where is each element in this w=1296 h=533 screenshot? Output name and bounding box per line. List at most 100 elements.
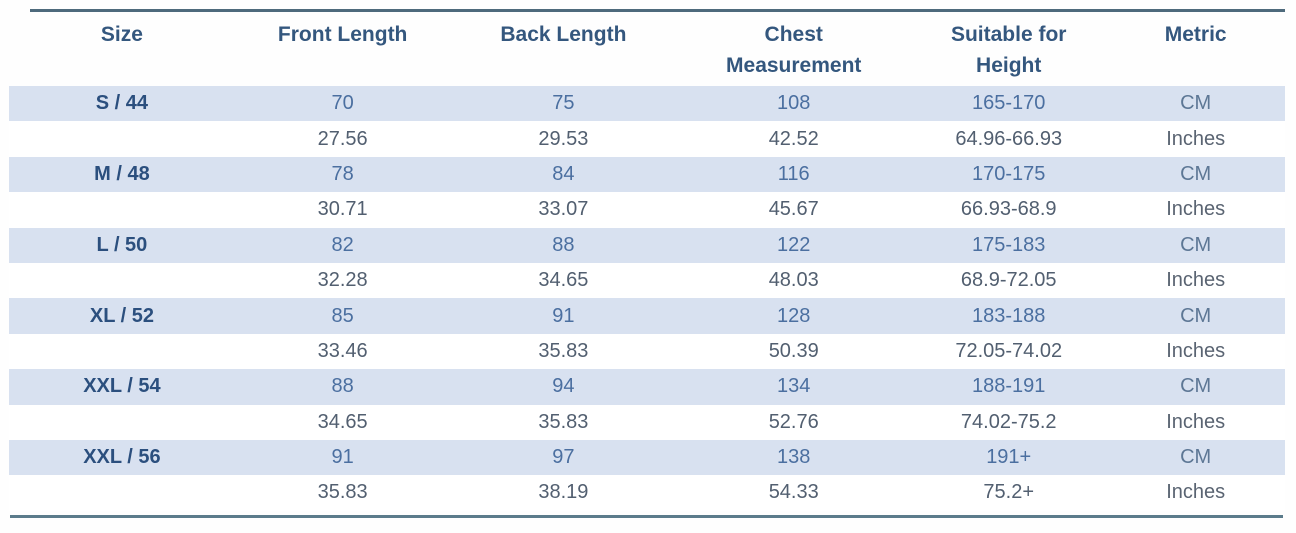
table-row-m48-inches: 30.71 33.07 45.67 66.93-68.9 Inches [9,192,1285,228]
chest-cell: 128 [676,298,912,334]
table-row-xxl54-inches: 34.65 35.83 52.76 74.02-75.2 Inches [9,404,1285,440]
front-length-cell: 35.83 [234,475,451,511]
back-length-cell: 35.83 [450,404,677,440]
column-header-metric: Metric [1106,13,1285,86]
metric-cell: Inches [1106,333,1285,370]
column-header-chest-measurement: Chest Measurement [676,13,911,86]
chest-cell: 134 [676,369,912,405]
table-row-s44-cm: S / 44 70 75 108 165-170 CM [9,86,1285,122]
front-length-cell: 33.46 [234,333,451,370]
table-top-rule [30,9,1285,12]
back-length-cell: 91 [450,298,677,334]
size-cell [9,404,235,440]
back-length-cell: 88 [450,227,677,263]
metric-cell: Inches [1106,121,1285,157]
header-line: Chest [764,23,823,46]
header-line: Measurement [726,54,862,77]
header-line: Back Length [500,23,627,46]
size-chart-table: Size Front Length Back Length Chest Meas… [9,13,1285,511]
height-cell: 170-175 [911,156,1107,193]
column-header-suitable-height: Suitable for Height [911,13,1106,86]
front-length-cell: 82 [234,227,451,263]
table-row-xl52-inches: 33.46 35.83 50.39 72.05-74.02 Inches [9,333,1285,370]
size-cell [9,333,235,370]
back-length-cell: 84 [450,156,677,193]
table-row-xxl56-cm: XXL / 56 91 97 138 191+ CM [9,439,1285,476]
chest-cell: 122 [676,227,912,263]
table-row-l50-cm: L / 50 82 88 122 175-183 CM [9,227,1285,263]
height-cell: 74.02-75.2 [911,404,1107,440]
table-header-row: Size Front Length Back Length Chest Meas… [9,13,1285,86]
height-cell: 66.93-68.9 [911,192,1107,228]
height-cell: 175-183 [911,227,1107,263]
chest-cell: 48.03 [676,262,912,299]
back-length-cell: 38.19 [450,475,677,511]
back-length-cell: 29.53 [450,121,677,157]
header-line: Front Length [277,23,408,46]
height-cell: 188-191 [911,369,1107,405]
metric-cell: CM [1106,156,1285,193]
column-header-back-length: Back Length [450,13,676,86]
back-length-cell: 35.83 [450,333,677,370]
chest-cell: 138 [676,439,912,476]
height-cell: 183-188 [911,298,1107,334]
chest-cell: 116 [676,156,912,193]
front-length-cell: 85 [234,298,451,334]
size-cell: XXL / 54 [9,369,235,405]
chest-cell: 52.76 [676,404,912,440]
height-cell: 72.05-74.02 [911,333,1107,370]
front-length-cell: 91 [234,439,451,476]
chest-cell: 108 [676,86,912,122]
table-row-xxl56-inches: 35.83 38.19 54.33 75.2+ Inches [9,475,1285,511]
chest-cell: 45.67 [676,192,912,228]
header-line: Suitable for [950,23,1067,46]
metric-cell: CM [1106,298,1285,334]
height-cell: 64.96-66.93 [911,121,1107,157]
size-cell: L / 50 [9,227,235,263]
size-cell: S / 44 [9,86,235,122]
height-cell: 191+ [911,439,1107,476]
size-cell [9,121,235,157]
metric-cell: Inches [1106,475,1285,511]
chest-cell: 54.33 [676,475,912,511]
size-cell: M / 48 [9,156,235,193]
metric-cell: Inches [1106,404,1285,440]
front-length-cell: 30.71 [234,192,451,228]
metric-cell: CM [1106,369,1285,405]
metric-cell: Inches [1106,192,1285,228]
height-cell: 75.2+ [911,475,1107,511]
front-length-cell: 88 [234,369,451,405]
back-length-cell: 34.65 [450,262,677,299]
size-cell [9,262,235,299]
column-header-size: Size [9,13,235,86]
height-cell: 68.9-72.05 [911,262,1107,299]
front-length-cell: 70 [234,86,451,122]
front-length-cell: 78 [234,156,451,193]
chest-cell: 42.52 [676,121,912,157]
metric-cell: CM [1106,227,1285,263]
back-length-cell: 97 [450,439,677,476]
metric-cell: Inches [1106,262,1285,299]
back-length-cell: 33.07 [450,192,677,228]
table-row-l50-inches: 32.28 34.65 48.03 68.9-72.05 Inches [9,262,1285,299]
size-cell: XXL / 56 [9,439,235,476]
size-cell [9,475,235,511]
header-line: Size [100,23,143,46]
table-bottom-rule [10,515,1283,518]
front-length-cell: 27.56 [234,121,451,157]
size-cell [9,192,235,228]
front-length-cell: 32.28 [234,262,451,299]
front-length-cell: 34.65 [234,404,451,440]
height-cell: 165-170 [911,86,1107,122]
metric-cell: CM [1106,86,1285,122]
header-line: Metric [1164,23,1227,46]
table-row-m48-cm: M / 48 78 84 116 170-175 CM [9,156,1285,193]
metric-cell: CM [1106,439,1285,476]
size-cell: XL / 52 [9,298,235,334]
back-length-cell: 94 [450,369,677,405]
table-row-xxl54-cm: XXL / 54 88 94 134 188-191 CM [9,369,1285,405]
chest-cell: 50.39 [676,333,912,370]
header-line: Height [976,54,1042,77]
back-length-cell: 75 [450,86,677,122]
